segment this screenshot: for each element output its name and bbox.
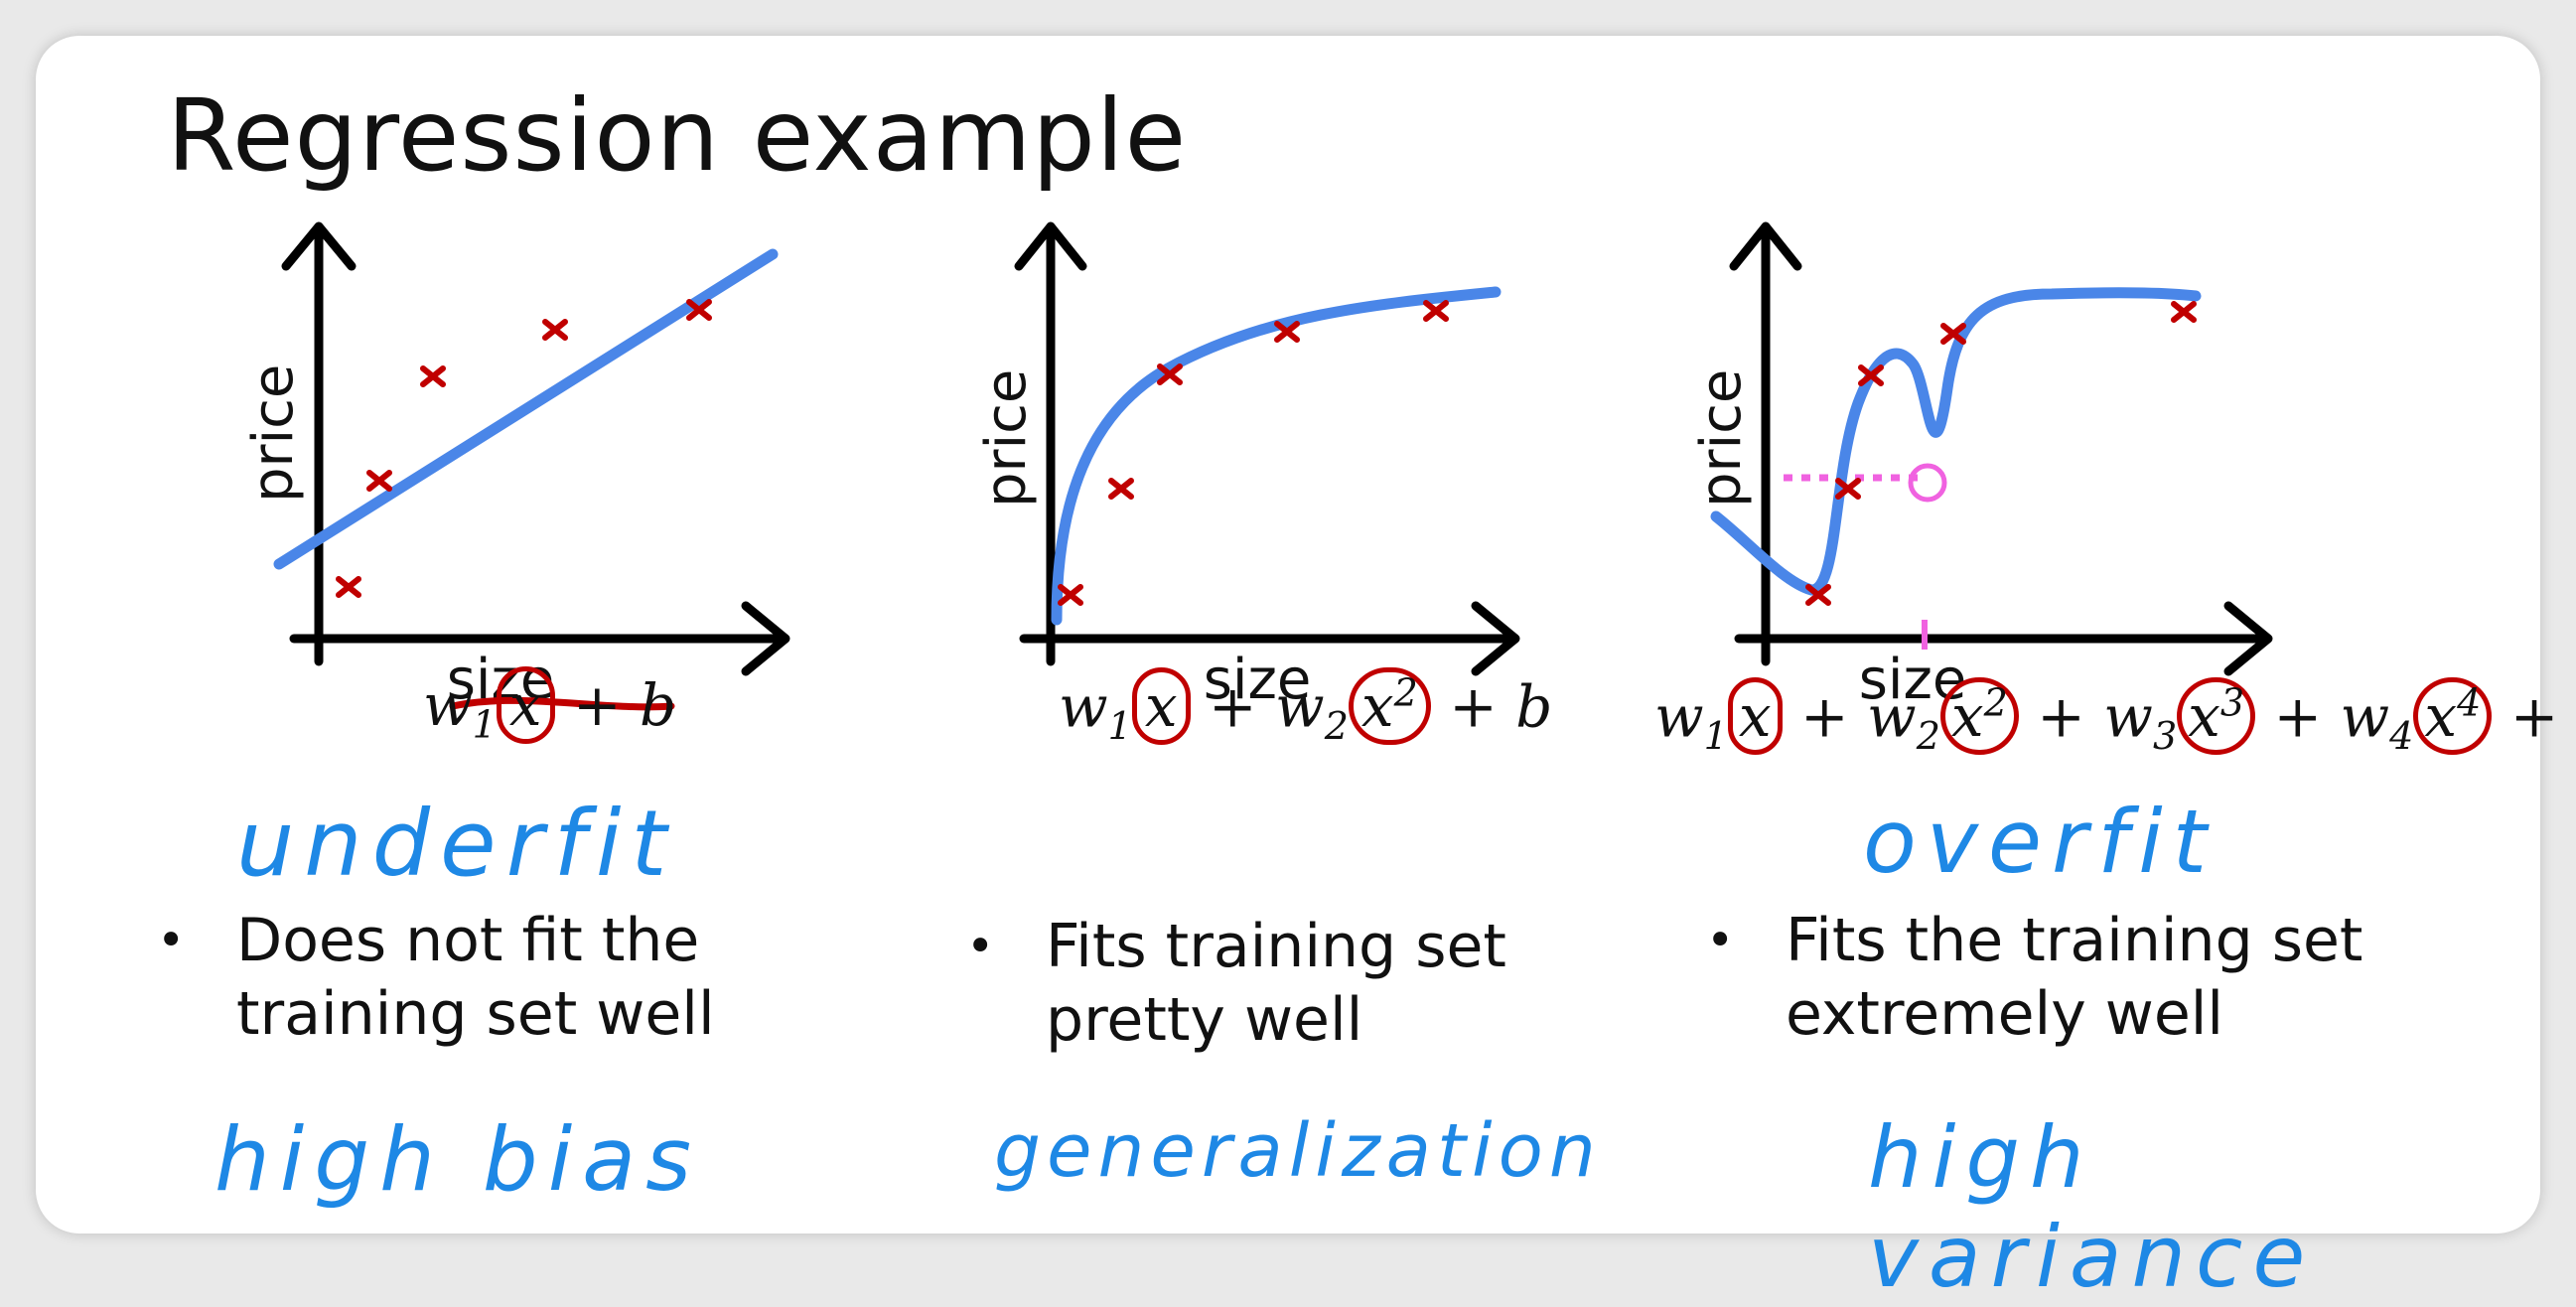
- data-point: [2171, 301, 2197, 323]
- data-point: [1108, 478, 1134, 500]
- x-axis-label: size: [1204, 648, 1312, 712]
- slide-card: Regression example price size w1 x + b un…: [36, 36, 2576, 1307]
- y-axis-label: price: [241, 364, 306, 503]
- underfit-label: underfit: [236, 791, 677, 897]
- data-point: [420, 365, 446, 387]
- overfit-plot: price size: [1689, 221, 2273, 712]
- data-point: [336, 576, 361, 598]
- circled-term: x4: [2413, 677, 2493, 756]
- slide-title: Regression example: [167, 77, 1188, 194]
- training-points: [1058, 300, 1449, 606]
- plot-axes: [1014, 221, 1520, 676]
- underfit-formula: w1 x + b: [423, 666, 676, 747]
- data-point: [1940, 323, 1966, 345]
- fit-curve: [1051, 286, 1502, 626]
- y-axis-label: price: [974, 369, 1039, 508]
- data-point: [686, 299, 712, 321]
- circled-term: x: [496, 666, 555, 744]
- high-bias-note: high bias: [215, 1108, 701, 1211]
- circled-term: x2: [1939, 677, 2019, 756]
- data-point: [542, 319, 568, 341]
- data-point: [366, 470, 392, 492]
- highlight-circle: [1908, 463, 1947, 503]
- overfit-label: overfit: [1863, 791, 2218, 893]
- generalization-note: generalization: [994, 1108, 1602, 1194]
- good-fit-plot: price size: [974, 221, 1520, 712]
- data-point: [1423, 300, 1449, 322]
- fit-line: [273, 248, 779, 570]
- good-fit-formula: w1 x + w2 x2 + b: [1059, 667, 1552, 748]
- circled-term: x: [1727, 677, 1783, 756]
- strike-annotation: [449, 696, 675, 711]
- circled-term: x: [1131, 667, 1191, 746]
- training-points: [336, 299, 712, 598]
- circled-term: x3: [2177, 677, 2256, 756]
- data-point: [1858, 364, 1884, 386]
- data-point: [1805, 584, 1831, 606]
- data-point: [1274, 321, 1300, 343]
- plot-axes: [281, 221, 790, 676]
- x-axis-label: size: [1859, 648, 1967, 712]
- high-variance-note: high variance: [1868, 1108, 2316, 1307]
- y-axis-label: price: [1689, 369, 1754, 508]
- data-point: [1835, 478, 1861, 500]
- training-points: [1805, 301, 2197, 606]
- data-point: [1058, 584, 1083, 606]
- data-point: [1157, 363, 1183, 385]
- circled-term: x2: [1348, 667, 1431, 746]
- plot-axes: [1729, 221, 2273, 676]
- underfit-plot: price size: [241, 221, 790, 712]
